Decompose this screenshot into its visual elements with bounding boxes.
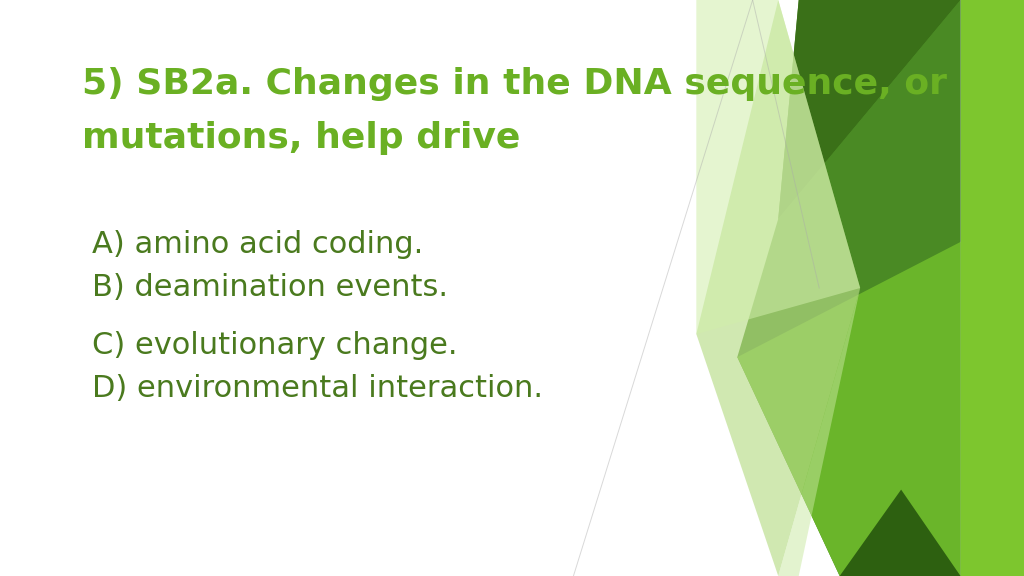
Text: B) deamination events.: B) deamination events. xyxy=(92,274,449,302)
Polygon shape xyxy=(696,0,860,334)
Polygon shape xyxy=(737,0,961,576)
Polygon shape xyxy=(961,242,1024,576)
Text: 5) SB2a. Changes in the DNA sequence, or: 5) SB2a. Changes in the DNA sequence, or xyxy=(82,66,947,101)
Polygon shape xyxy=(737,242,961,576)
Text: D) environmental interaction.: D) environmental interaction. xyxy=(92,374,543,403)
Text: mutations, help drive: mutations, help drive xyxy=(82,121,520,156)
Polygon shape xyxy=(778,0,961,219)
Polygon shape xyxy=(696,0,860,576)
Polygon shape xyxy=(778,0,961,242)
Text: C) evolutionary change.: C) evolutionary change. xyxy=(92,331,458,360)
Polygon shape xyxy=(961,0,1024,576)
Polygon shape xyxy=(840,490,961,576)
Polygon shape xyxy=(778,288,860,576)
Text: A) amino acid coding.: A) amino acid coding. xyxy=(92,230,423,259)
